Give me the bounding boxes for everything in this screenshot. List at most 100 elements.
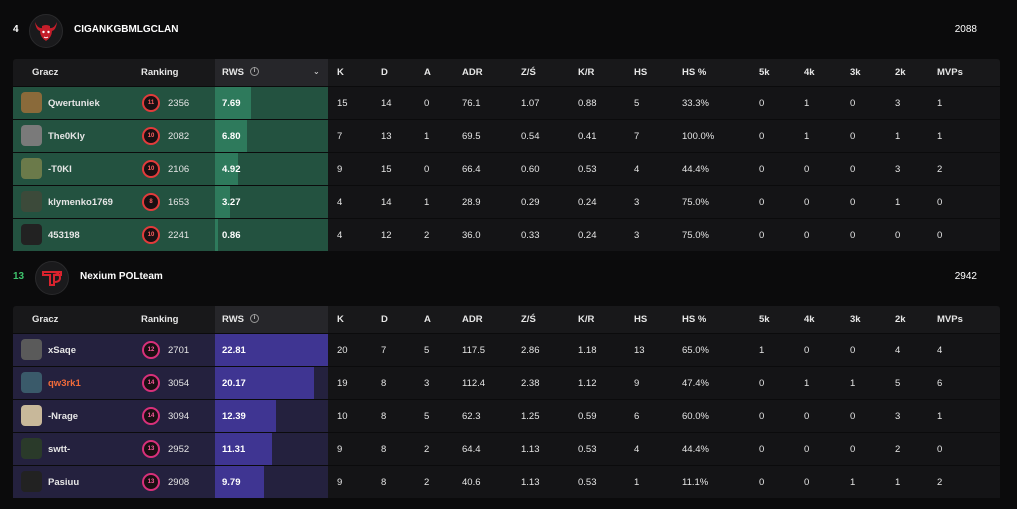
column-stat[interactable]: HS %: [682, 314, 707, 325]
table-row[interactable]: -T0KI 10 2106 4.92 9 15 0 66.4 0.60 0.53 4 44.4% 0 0 0…: [13, 152, 1000, 185]
column-stat[interactable]: HS: [634, 314, 648, 325]
column-stat[interactable]: A: [424, 314, 431, 325]
table-row[interactable]: qw3rk1 14 3054 20.17 19 8 3 112.4 2.38 1.12 9 47.4%…: [13, 366, 1000, 399]
info-icon[interactable]: i: [250, 67, 259, 76]
avatar[interactable]: [21, 471, 42, 492]
avatar[interactable]: [21, 405, 42, 426]
player-name[interactable]: Pasiuu: [48, 477, 80, 488]
player-name[interactable]: 453198: [48, 230, 80, 241]
stat-cell: 1: [804, 378, 810, 389]
avatar[interactable]: [21, 438, 42, 459]
table-row[interactable]: swtt- 13 2952 11.31 9 8 2 64.4 1.13 0.53 4 44.4% 0 0 0…: [13, 432, 1000, 465]
column-stat[interactable]: K: [337, 314, 344, 325]
table-row[interactable]: Qwertuniek 11 2356 7.69 15 14 0 76.1 1.07 0.88 5 33…: [13, 86, 1000, 119]
rws-bar: [215, 433, 272, 465]
stat-cell: 0: [804, 164, 810, 175]
team-elo: 2942: [954, 271, 977, 282]
stat-cell: 5: [424, 411, 430, 422]
column-rws[interactable]: RWS: [222, 67, 244, 78]
column-stat[interactable]: 4k: [804, 314, 815, 325]
player-name[interactable]: xSaqe: [48, 345, 76, 356]
team-elo: 2088: [954, 24, 977, 35]
column-stat[interactable]: Z/Ś: [521, 314, 536, 325]
column-stat[interactable]: HS: [634, 67, 648, 78]
column-stat[interactable]: 2k: [895, 67, 906, 78]
column-rws-sorted[interactable]: RWS i ⌄: [215, 59, 328, 86]
column-stat[interactable]: A: [424, 67, 431, 78]
column-stat[interactable]: HS %: [682, 67, 707, 78]
column-rws[interactable]: RWS i: [215, 306, 328, 333]
rws-bar: [215, 153, 238, 185]
player-name[interactable]: swtt-: [48, 444, 71, 455]
player-rws: 11.31: [222, 444, 246, 455]
avatar[interactable]: [21, 191, 42, 212]
team-logo[interactable]: [29, 14, 63, 48]
column-stat[interactable]: MVPs: [937, 67, 963, 78]
stat-cell: 1.07: [521, 98, 540, 109]
player-name[interactable]: The0Kly: [48, 131, 85, 142]
player-ranking: 1653: [168, 197, 190, 208]
rws-bar: [215, 400, 276, 432]
player-name[interactable]: Qwertuniek: [48, 98, 100, 109]
column-stat[interactable]: Z/Ś: [521, 67, 536, 78]
stat-cell: 0: [759, 477, 765, 488]
stat-cell: 1: [804, 98, 810, 109]
column-stat[interactable]: ADR: [462, 67, 483, 78]
column-stat[interactable]: D: [381, 314, 388, 325]
team-name[interactable]: CIGANKGBMLGCLAN: [74, 24, 179, 35]
column-stat[interactable]: K/R: [578, 314, 595, 325]
stat-cell: 3: [634, 230, 640, 241]
stat-cell: 0: [804, 345, 810, 356]
column-stat[interactable]: 3k: [850, 314, 861, 325]
stat-cell: 66.4: [462, 164, 481, 175]
table-row[interactable]: Pasiuu 13 2908 9.79 9 8 2 40.6 1.13 0.53 1 11.1% 0 0 1…: [13, 465, 1000, 498]
column-stat[interactable]: D: [381, 67, 388, 78]
table-row[interactable]: xSaqe 12 2701 22.81 20 7 5 117.5 2.86 1.18 13 65.0%…: [13, 333, 1000, 366]
column-player[interactable]: Gracz: [32, 67, 59, 78]
column-stat[interactable]: 3k: [850, 67, 861, 78]
avatar[interactable]: [21, 339, 42, 360]
skill-level-badge: 12: [142, 341, 160, 359]
column-stat[interactable]: K: [337, 67, 344, 78]
column-stat[interactable]: ADR: [462, 314, 483, 325]
chevron-down-icon[interactable]: ⌄: [313, 67, 320, 76]
stat-cell: 20: [337, 345, 348, 356]
avatar[interactable]: [21, 125, 42, 146]
player-name[interactable]: -Nrage: [48, 411, 79, 422]
table-row[interactable]: 453198 10 2241 0.86 4 12 2 36.0 0.33 0.24 3 75.0% 0 0…: [13, 218, 1000, 251]
player-ranking: 3094: [168, 411, 190, 422]
avatar[interactable]: [21, 372, 42, 393]
avatar[interactable]: [21, 158, 42, 179]
table-row[interactable]: The0Kly 10 2082 6.80 7 13 1 69.5 0.54 0.41 7 100.0%…: [13, 119, 1000, 152]
player-name[interactable]: klymenko1769: [48, 197, 113, 208]
stat-cell: 0: [850, 230, 856, 241]
player-name[interactable]: -T0KI: [48, 164, 72, 175]
stat-cell: 0: [850, 411, 856, 422]
column-player[interactable]: Gracz: [32, 314, 59, 325]
column-ranking[interactable]: Ranking: [141, 314, 179, 325]
table-row[interactable]: klymenko1769 8 1653 3.27 4 14 1 28.9 0.29 0.24 3 75…: [13, 185, 1000, 218]
column-stat[interactable]: 4k: [804, 67, 815, 78]
stat-cell: 117.5: [462, 345, 486, 356]
info-icon[interactable]: i: [250, 314, 259, 323]
column-ranking[interactable]: Ranking: [141, 67, 179, 78]
stat-cell: 0.59: [578, 411, 597, 422]
stat-cell: 6: [634, 411, 640, 422]
table-row[interactable]: -Nrage 14 3094 12.39 10 8 5 62.3 1.25 0.59 6 60.0% 0…: [13, 399, 1000, 432]
stat-cell: 4: [634, 164, 640, 175]
column-rws[interactable]: RWS: [222, 314, 244, 325]
column-stat[interactable]: 5k: [759, 314, 770, 325]
column-stat[interactable]: 2k: [895, 314, 906, 325]
stat-cell: 75.0%: [682, 197, 709, 208]
column-stat[interactable]: MVPs: [937, 314, 963, 325]
player-name[interactable]: qw3rk1: [48, 378, 81, 389]
avatar[interactable]: [21, 224, 42, 245]
team-logo[interactable]: [35, 261, 69, 295]
player-rws: 4.92: [222, 164, 241, 175]
column-stat[interactable]: K/R: [578, 67, 595, 78]
stat-cell: 44.4%: [682, 164, 709, 175]
team-name[interactable]: Nexium POLteam: [80, 271, 163, 282]
column-stat[interactable]: 5k: [759, 67, 770, 78]
stat-cell: 0: [937, 197, 943, 208]
avatar[interactable]: [21, 92, 42, 113]
